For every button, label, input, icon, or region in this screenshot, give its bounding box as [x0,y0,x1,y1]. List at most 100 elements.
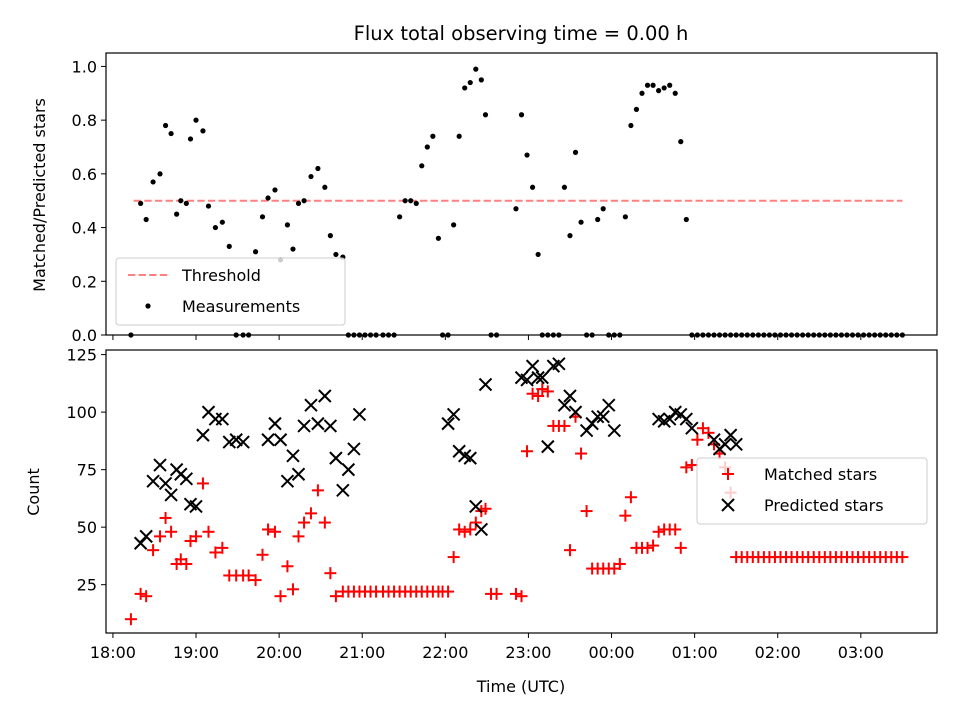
matched-star-point [702,426,715,439]
predicted-star-point [208,412,223,426]
bottom-plot-frame [105,349,938,634]
matched-star-point [442,585,455,598]
matched-star-point [532,390,545,403]
predicted-star-point [139,529,153,544]
bottom-x-tick-label: 18:00 [90,643,136,662]
measurement-point [456,133,462,139]
matched-star-point [324,567,337,580]
predicted-star-point [552,357,566,371]
top-y-tick-label: 0.0 [72,326,97,345]
bottom-x-tick-label: 21:00 [339,643,385,662]
measurement-point [678,139,684,145]
measurement-point [397,214,403,220]
predicted-star-point [236,435,250,449]
legend-threshold-label: Threshold [181,266,261,285]
matched-star-point [515,590,528,603]
matched-star-point [619,509,632,522]
measurement-point [578,219,584,225]
predicted-star-point [463,451,477,465]
top-y-tick-label: 0.6 [72,165,97,184]
predicted-star-point [352,407,367,422]
measurement-point [295,200,302,206]
measurement-point [430,133,436,139]
predicted-star-point [563,389,577,403]
matched-star-point [124,613,137,626]
measurement-point [290,246,296,252]
bottom-y-tick-label: 50 [77,518,97,537]
predicted-star-point [602,398,616,412]
matched-star-point [209,546,222,559]
bottom-y-tick-label: 125 [66,346,97,365]
bottom-x-axis-label: Time (UTC) [476,677,565,696]
measurement-point [200,128,206,134]
legend-measurements-swatch [145,303,151,309]
matched-star-point [165,525,178,538]
measurement-point [650,82,656,88]
matched-star-point [190,530,203,543]
predicted-star-point [474,522,489,537]
legend-matched-swatch [722,468,734,480]
predicted-star-point [318,389,332,403]
predicted-star-point [261,433,275,447]
measurement-point [622,214,628,220]
predicted-star-point [685,421,699,435]
measurement-point [205,203,212,209]
predicted-star-point [280,474,295,488]
matched-star-point [685,459,698,472]
matched-star-point [647,539,660,552]
measurement-point [272,187,278,193]
matched-star-point [575,447,588,460]
measurement-point [482,112,489,118]
measurement-point [435,235,441,241]
matched-star-point [274,590,287,603]
predicted-star-point [347,442,361,456]
matched-star-point [286,583,299,596]
predicted-star-point [520,373,534,387]
bottom-legend-frame [696,457,928,525]
top-y-tick-label: 0.2 [72,272,97,291]
predicted-star-point [718,437,732,452]
predicted-star-point [596,410,610,424]
measurement-point [656,88,662,94]
measurement-point [212,224,219,231]
measurement-point [315,165,321,172]
predicted-star-point [215,412,230,426]
bottom-x-tick-label: 22:00 [422,643,468,662]
matched-star-point [641,541,654,554]
bottom-x-tick-label: 00:00 [588,643,634,662]
legend-predicted-swatch [721,498,735,512]
measurement-point [157,171,163,177]
measurement-point [524,152,530,158]
predicted-star-point [164,488,178,502]
matched-star-point [558,419,571,432]
measurement-point [467,79,473,86]
matched-star-point [262,523,275,536]
predicted-star-point [311,416,325,431]
predicted-star-point [323,419,338,433]
bottom-y-tick-label: 100 [66,403,97,422]
measurement-point [138,200,144,206]
predicted-star-point [478,377,493,392]
matched-star-point [526,387,539,400]
matched-star-point [669,523,682,536]
matched-star-point [652,525,665,538]
measurement-point [187,136,194,142]
measurement-point [402,198,408,204]
matched-star-point [541,385,554,398]
matched-star-point [896,551,909,564]
predicted-star-point [146,474,160,488]
predicted-star-point [590,410,605,424]
predicted-star-point [196,428,210,442]
measurement-point [301,198,307,204]
measurement-point [567,233,573,239]
measurement-point [308,173,314,180]
matched-star-point [202,525,215,538]
measurement-point [193,117,199,123]
predicted-star-point [189,499,203,514]
measurement-point [478,77,484,83]
top-y-tick-label: 1.0 [72,57,97,76]
bottom-x-tick-label: 19:00 [173,643,219,662]
measurement-point [462,85,468,91]
bottom-legend: Matched stars Predicted stars [696,457,928,525]
measurement-point [600,206,606,212]
